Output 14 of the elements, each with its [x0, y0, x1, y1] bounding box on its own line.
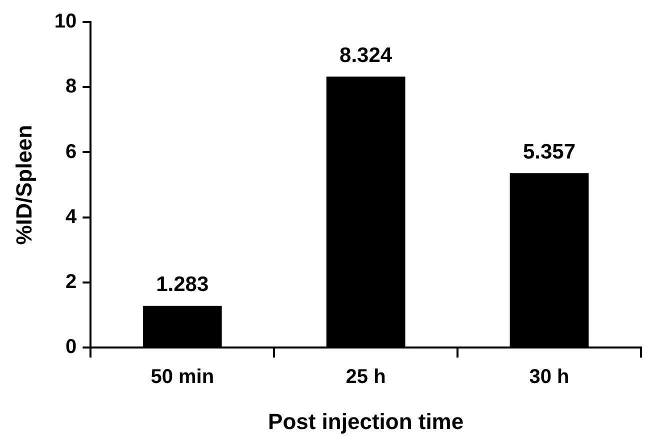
x-tick-label: 50 min [150, 366, 214, 388]
x-axis-title: Post injection time [268, 408, 464, 434]
y-tick-label: 2 [66, 270, 77, 293]
y-tick-label: 10 [54, 10, 77, 33]
y-axis-title: %ID/Spleen [11, 124, 36, 245]
y-tick-label: 0 [66, 336, 77, 358]
y-tick-label: 4 [66, 206, 78, 228]
x-tick-label: 25 h [346, 366, 386, 388]
data-label: 8.324 [340, 44, 392, 67]
y-tick-label: 8 [66, 76, 77, 98]
data-label: 5.357 [522, 140, 576, 164]
y-tick-label: 6 [66, 140, 77, 163]
data-label: 1.283 [156, 273, 209, 296]
x-tick-label: 30 h [529, 366, 570, 388]
